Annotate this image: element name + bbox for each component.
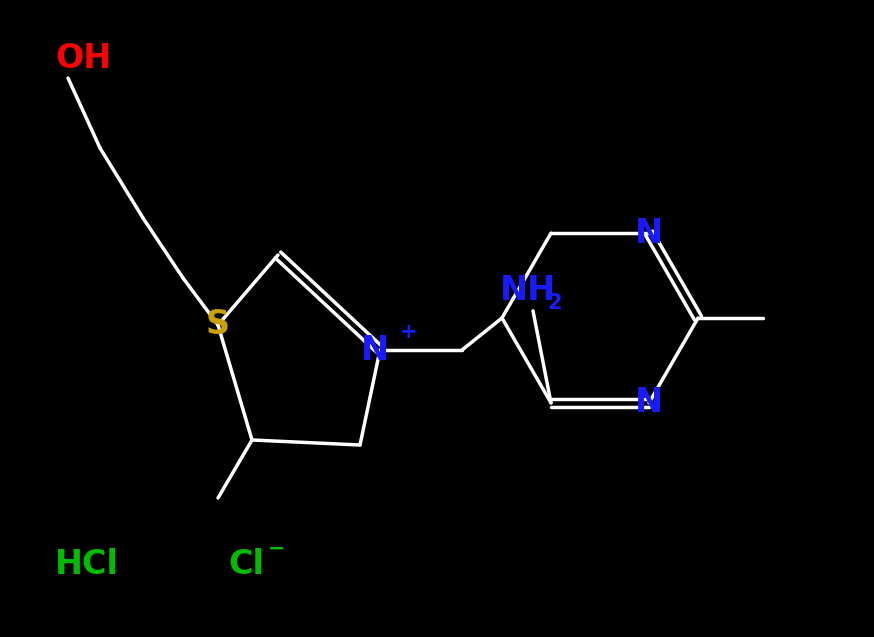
Text: OH: OH	[55, 41, 111, 75]
Text: N: N	[635, 217, 663, 250]
Text: NH: NH	[500, 275, 556, 308]
Text: N: N	[361, 334, 389, 366]
Text: S: S	[206, 308, 230, 341]
Text: 2: 2	[548, 293, 562, 313]
Text: −: −	[268, 539, 286, 559]
Text: N: N	[635, 387, 663, 419]
Text: HCl: HCl	[55, 548, 119, 582]
Text: Cl: Cl	[228, 548, 264, 582]
Text: +: +	[400, 322, 418, 342]
